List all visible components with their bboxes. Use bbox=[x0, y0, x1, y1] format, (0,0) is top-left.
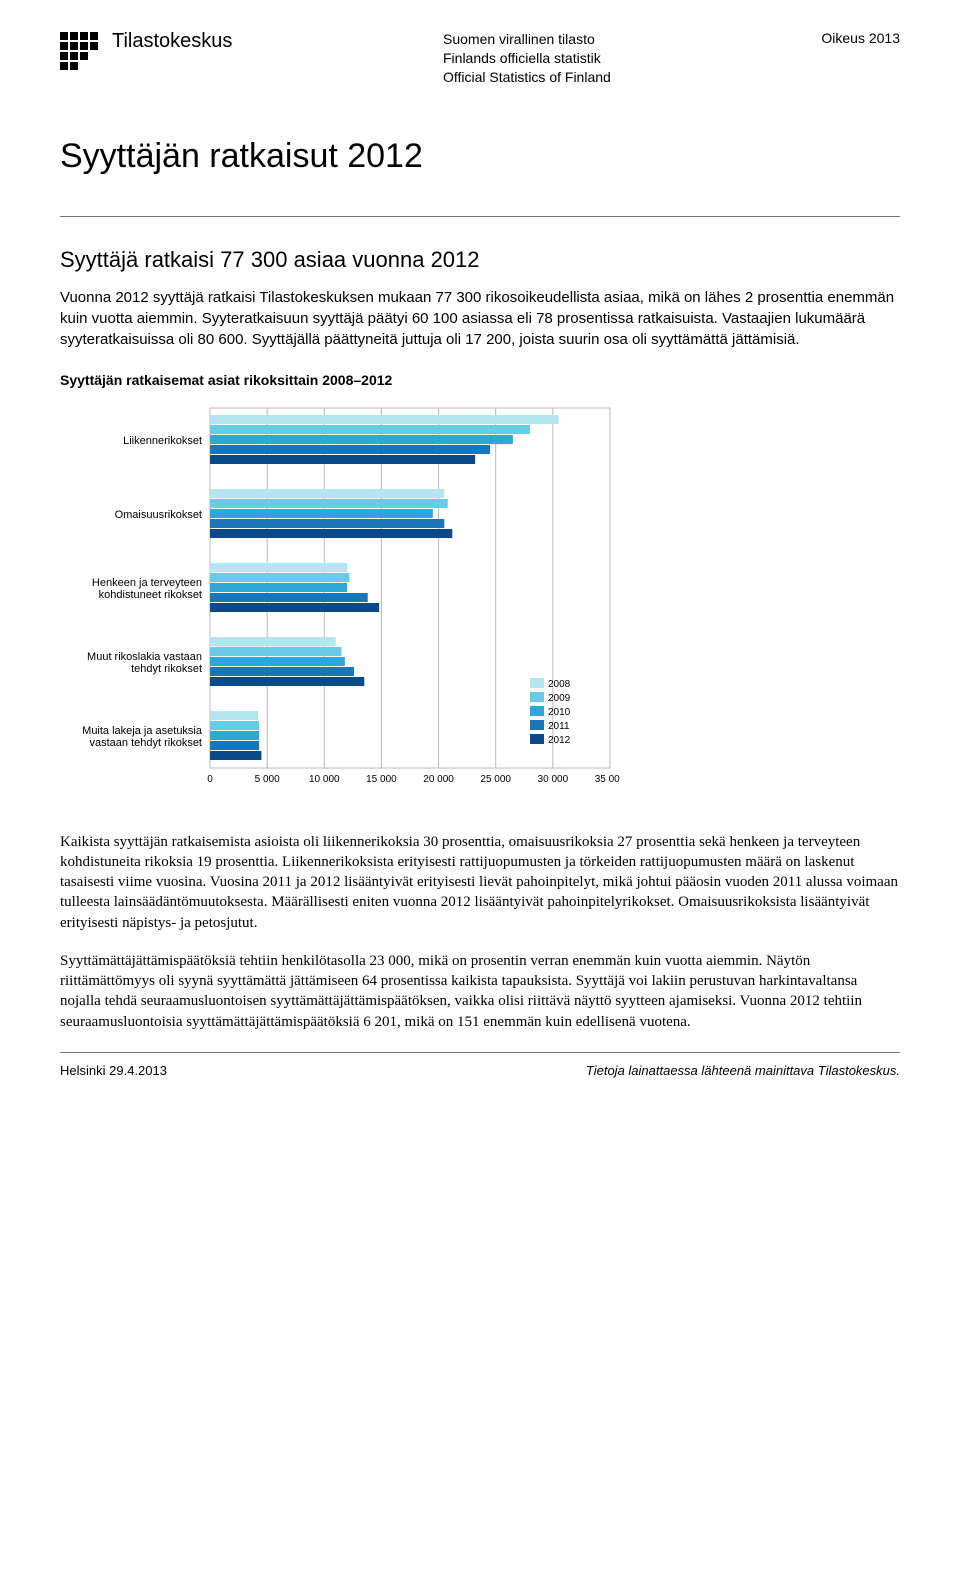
logo-icon bbox=[60, 30, 98, 70]
lead-paragraph: Vuonna 2012 syyttäjä ratkaisi Tilastokes… bbox=[60, 287, 900, 350]
svg-text:2012: 2012 bbox=[548, 735, 571, 746]
svg-text:2011: 2011 bbox=[548, 721, 570, 732]
svg-text:vastaan tehdyt rikokset: vastaan tehdyt rikokset bbox=[89, 737, 202, 749]
svg-text:Henkeen ja terveyteen: Henkeen ja terveyteen bbox=[92, 577, 202, 589]
page: Tilastokeskus Suomen virallinen tilasto … bbox=[0, 0, 960, 1098]
svg-text:35 000: 35 000 bbox=[595, 774, 620, 785]
osf-line: Finlands officiella statistik bbox=[443, 49, 611, 68]
footer: Helsinki 29.4.2013 Tietoja lainattaessa … bbox=[60, 1063, 900, 1078]
chart-caption: Syyttäjän ratkaisemat asiat rikoksittain… bbox=[60, 372, 900, 388]
brand-name: Tilastokeskus bbox=[112, 30, 232, 53]
body-paragraph: Kaikista syyttäjän ratkaisemista asioist… bbox=[60, 832, 900, 933]
header: Tilastokeskus Suomen virallinen tilasto … bbox=[60, 30, 900, 87]
footer-attribution: Tietoja lainattaessa lähteenä mainittava… bbox=[586, 1063, 900, 1078]
divider bbox=[60, 1052, 900, 1053]
svg-text:5 000: 5 000 bbox=[255, 774, 280, 785]
svg-text:25 000: 25 000 bbox=[480, 774, 511, 785]
svg-text:tehdyt rikokset: tehdyt rikokset bbox=[131, 663, 202, 675]
osf-line: Suomen virallinen tilasto bbox=[443, 30, 611, 49]
divider bbox=[60, 216, 900, 217]
footer-date: Helsinki 29.4.2013 bbox=[60, 1063, 167, 1078]
bar-chart: 0 5 000 10 000 15 000 20 000 25 000 30 000 35 0… bbox=[60, 398, 620, 798]
body-paragraph: Syyttämättäjättämispäätöksiä tehtiin hen… bbox=[60, 951, 900, 1032]
subtitle: Syyttäjä ratkaisi 77 300 asiaa vuonna 20… bbox=[60, 247, 900, 273]
page-title: Syyttäjän ratkaisut 2012 bbox=[60, 137, 900, 176]
osf-line: Official Statistics of Finland bbox=[443, 68, 611, 87]
svg-text:0: 0 bbox=[207, 774, 213, 785]
osf-block: Suomen virallinen tilasto Finlands offic… bbox=[443, 30, 611, 87]
svg-text:Muita lakeja ja asetuksia: Muita lakeja ja asetuksia bbox=[82, 725, 203, 737]
svg-text:2008: 2008 bbox=[548, 679, 571, 690]
svg-text:15 000: 15 000 bbox=[366, 774, 397, 785]
svg-text:Muut rikoslakia vastaan: Muut rikoslakia vastaan bbox=[87, 651, 202, 663]
topic-label: Oikeus 2013 bbox=[821, 30, 900, 46]
svg-text:Liikennerikokset: Liikennerikokset bbox=[123, 435, 202, 447]
svg-text:2009: 2009 bbox=[548, 693, 571, 704]
svg-text:Omaisuusrikokset: Omaisuusrikokset bbox=[115, 509, 202, 521]
svg-text:20 000: 20 000 bbox=[423, 774, 454, 785]
svg-text:10 000: 10 000 bbox=[309, 774, 340, 785]
svg-text:2010: 2010 bbox=[548, 707, 571, 718]
logo-block: Tilastokeskus bbox=[60, 30, 232, 70]
svg-text:kohdistuneet rikokset: kohdistuneet rikokset bbox=[99, 589, 202, 601]
svg-text:30 000: 30 000 bbox=[538, 774, 569, 785]
